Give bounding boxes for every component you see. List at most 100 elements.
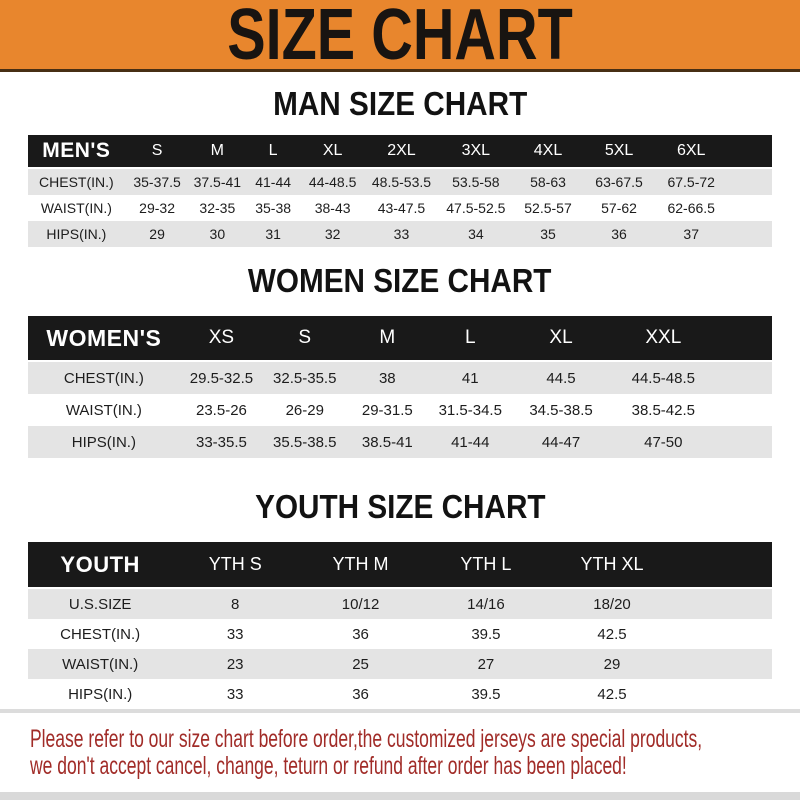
disclaimer-note: Please refer to our size chart before or… [30, 726, 800, 780]
men-size-table: MEN'S S M L XL 2XL 3XL 4XL 5XL 6XL CHEST… [28, 135, 772, 247]
size-value: 43-47.5 [377, 200, 426, 216]
men-col-header: M [189, 135, 246, 169]
women-col-header: XXL [609, 316, 717, 362]
women-size-table: WOMEN'S XS S M L XL XXL CHEST(IN.) 29.5-… [28, 316, 772, 458]
banner-title: SIZE CHART [227, 0, 573, 75]
men-hips-row: HIPS(IN.) 29 30 31 32 33 34 35 36 37 [28, 221, 772, 247]
size-value: 23.5-26 [196, 401, 247, 419]
row-label: CHEST(IN.) [60, 625, 141, 643]
youth-header-row: YOUTH YTH S YTH M YTH L YTH XL [28, 542, 772, 589]
men-col-header: 4XL [513, 135, 583, 169]
disclaimer-line-1: Please refer to our size chart before or… [30, 725, 703, 753]
size-value: 48.5-53.5 [364, 169, 439, 195]
size-value: 31.5-34.5 [438, 401, 502, 419]
size-value: 63-67.5 [582, 169, 656, 195]
men-header-row: MEN'S S M L XL 2XL 3XL 4XL 5XL 6XL [28, 135, 772, 169]
size-value: 31 [245, 221, 302, 247]
size-value: 35-38 [255, 200, 292, 216]
size-value: 32.5-35.5 [263, 362, 347, 394]
size-value: 53.5-58 [438, 169, 514, 195]
size-value: 47-50 [609, 426, 717, 458]
row-label: HIPS(IN.) [28, 426, 180, 458]
disclaimer-line-2: we don't accept cancel, change, teturn o… [30, 752, 627, 780]
men-col-header: L [245, 135, 302, 169]
size-value: 33 [226, 625, 244, 643]
size-value: 33 [364, 221, 439, 247]
men-section-title: MAN SIZE CHART [272, 85, 528, 122]
women-col-header: M [346, 316, 429, 362]
size-value: 44.5-48.5 [609, 362, 717, 394]
size-value: 38.5-42.5 [631, 401, 695, 419]
youth-chest-row: CHEST(IN.) 33 36 39.5 42.5 [28, 619, 772, 649]
filler-cell [716, 362, 772, 394]
size-value: 29 [548, 649, 676, 679]
women-col-header: L [428, 316, 513, 362]
men-col-header: 3XL [438, 135, 514, 169]
size-value: 18/20 [548, 589, 676, 619]
size-value: 38-43 [314, 200, 351, 216]
size-value: 44.5 [512, 362, 610, 394]
size-value: 30 [189, 221, 246, 247]
men-chest-row: CHEST(IN.) 35-37.5 37.5-41 41-44 44-48.5… [28, 169, 772, 195]
women-header-row: WOMEN'S XS S M L XL XXL [28, 316, 772, 362]
size-value: 39.5 [471, 625, 501, 643]
filler-cell [675, 649, 772, 679]
size-value: 29-31.5 [361, 401, 413, 419]
row-label: HIPS(IN.) [28, 221, 125, 247]
men-col-header: XL [301, 135, 365, 169]
filler-cell [675, 619, 772, 649]
filler-cell [717, 394, 772, 426]
size-value: 36 [352, 685, 369, 703]
size-value: 34.5-38.5 [529, 401, 593, 419]
men-col-header: S [124, 135, 190, 169]
size-value: 37.5-41 [189, 169, 246, 195]
youth-ussize-row: U.S.SIZE 8 10/12 14/16 18/20 [28, 589, 772, 619]
size-value: 35.5-38.5 [263, 426, 347, 458]
women-col-header: XS [179, 316, 264, 362]
size-value: 41-44 [245, 169, 302, 195]
row-label: U.S.SIZE [28, 589, 173, 619]
bottom-edge-strip [0, 792, 800, 800]
size-value: 29 [124, 221, 190, 247]
size-value: 37 [655, 221, 728, 247]
men-waist-row: WAIST(IN.) 29-32 32-35 35-38 38-43 43-47… [28, 195, 772, 221]
size-value: 33-35.5 [179, 426, 264, 458]
size-value: 14/16 [423, 589, 549, 619]
filler-cell [716, 426, 772, 458]
row-label: HIPS(IN.) [68, 685, 133, 703]
filler-cell [675, 589, 772, 619]
size-value: 35 [513, 221, 583, 247]
size-value: 29-32 [139, 200, 175, 216]
size-value: 58-63 [513, 169, 583, 195]
size-value: 27 [423, 649, 549, 679]
youth-col-header: YTH XL [548, 542, 676, 589]
youth-header-label: YOUTH [28, 542, 173, 589]
size-value: 23 [172, 649, 299, 679]
men-header-label: MEN'S [28, 135, 125, 169]
size-value: 44-47 [512, 426, 610, 458]
size-value: 38 [346, 362, 429, 394]
row-label: WAIST(IN.) [65, 401, 142, 419]
men-col-header: 2XL [364, 135, 439, 169]
size-chart-banner: SIZE CHART [0, 0, 800, 72]
size-value: 67.5-72 [655, 169, 728, 195]
size-value: 44-48.5 [301, 169, 365, 195]
size-value: 29.5-32.5 [179, 362, 264, 394]
size-value: 32 [301, 221, 365, 247]
youth-col-header: YTH S [172, 542, 299, 589]
women-col-header: S [263, 316, 347, 362]
youth-col-header: YTH L [423, 542, 549, 589]
size-value: 41 [428, 362, 513, 394]
filler-cell [727, 169, 772, 195]
filler-cell [727, 221, 772, 247]
filler-cell [727, 195, 772, 221]
men-col-header: 5XL [582, 135, 656, 169]
size-value: 25 [298, 649, 424, 679]
row-label: WAIST(IN.) [28, 649, 173, 679]
size-value: 42.5 [597, 625, 627, 643]
row-label: WAIST(IN.) [40, 200, 112, 216]
youth-col-header: YTH M [298, 542, 424, 589]
size-value: 47.5-52.5 [446, 200, 506, 216]
size-value: 36 [582, 221, 656, 247]
size-value: 32-35 [199, 200, 236, 216]
